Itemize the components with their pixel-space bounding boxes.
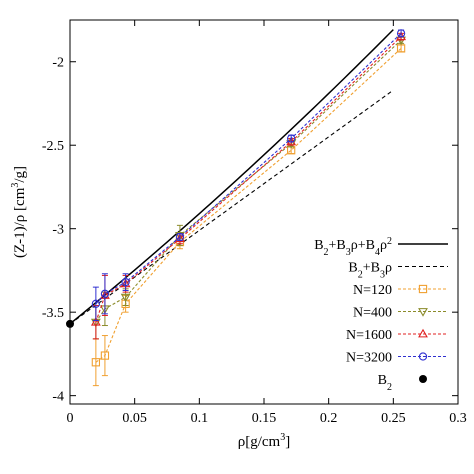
data-point — [91, 358, 101, 367]
fit-curves — [70, 29, 394, 325]
legend-label-n1600: N=1600 — [346, 328, 392, 343]
y-tick-label: -4 — [52, 390, 64, 405]
data-point — [100, 351, 110, 360]
series-n3200 — [91, 29, 406, 322]
data-point — [175, 232, 185, 242]
series-line-n1600 — [95, 36, 402, 323]
data-point — [91, 299, 101, 308]
legend-label-n120: N=120 — [353, 283, 392, 298]
x-tick-label: 0.3 — [449, 411, 467, 426]
data-point — [287, 134, 296, 143]
legend-label-b23: B2+B3ρ — [348, 261, 392, 281]
axis-ticks — [69, 20, 459, 404]
y-tick-label: -2 — [52, 56, 64, 71]
legend-marker-n1600 — [418, 328, 428, 338]
data-point — [90, 316, 101, 326]
legend-marker-b2 — [419, 375, 427, 383]
x-tick-label: 0.25 — [381, 411, 406, 426]
series-line-n3200 — [95, 32, 402, 305]
y-tick-label: -3.5 — [42, 306, 64, 321]
data-point — [121, 277, 130, 287]
legend-label-n400: N=400 — [353, 306, 392, 321]
x-tick-label: 0.1 — [191, 411, 209, 426]
legend-label-b234: B2+B3ρ+B4ρ2 — [314, 236, 392, 258]
legend-marker-n3200 — [418, 352, 428, 361]
data-point — [396, 29, 406, 38]
x-axis-label: ρ[g/cm3] — [238, 432, 290, 450]
x-tick-label: 0.15 — [252, 411, 277, 426]
y-axis-label: (Z-1)/ρ [cm3/g] — [10, 166, 28, 258]
legend-marker-n120 — [418, 284, 428, 294]
y-tick-label: -2.5 — [42, 139, 64, 154]
curve-b234 — [70, 29, 394, 325]
x-tick-label: 0 — [67, 411, 74, 426]
legend: B2+B3ρ+B4ρ2 B2+B3ρ N=120 N=400 N=1600 N=3200 B… — [314, 236, 448, 393]
legend-label-n3200: N=3200 — [346, 351, 392, 366]
series-line-n400 — [95, 39, 402, 323]
data-point — [100, 289, 110, 298]
data-series — [66, 29, 406, 387]
x-tick-label: 0.05 — [122, 411, 147, 426]
legend-label-b2: B2 — [378, 373, 392, 393]
x-tick-label: 0.2 — [320, 411, 338, 426]
tick-labels: 0 0.05 0.1 0.15 0.2 0.25 0.3 -4 -3.5 -3 -2.5 -2 — [42, 56, 467, 426]
data-point — [120, 293, 131, 303]
plot-frame — [69, 19, 459, 405]
curve-b23 — [70, 89, 394, 325]
y-tick-label: -3 — [52, 223, 64, 238]
legend-marker-n400 — [418, 308, 428, 317]
